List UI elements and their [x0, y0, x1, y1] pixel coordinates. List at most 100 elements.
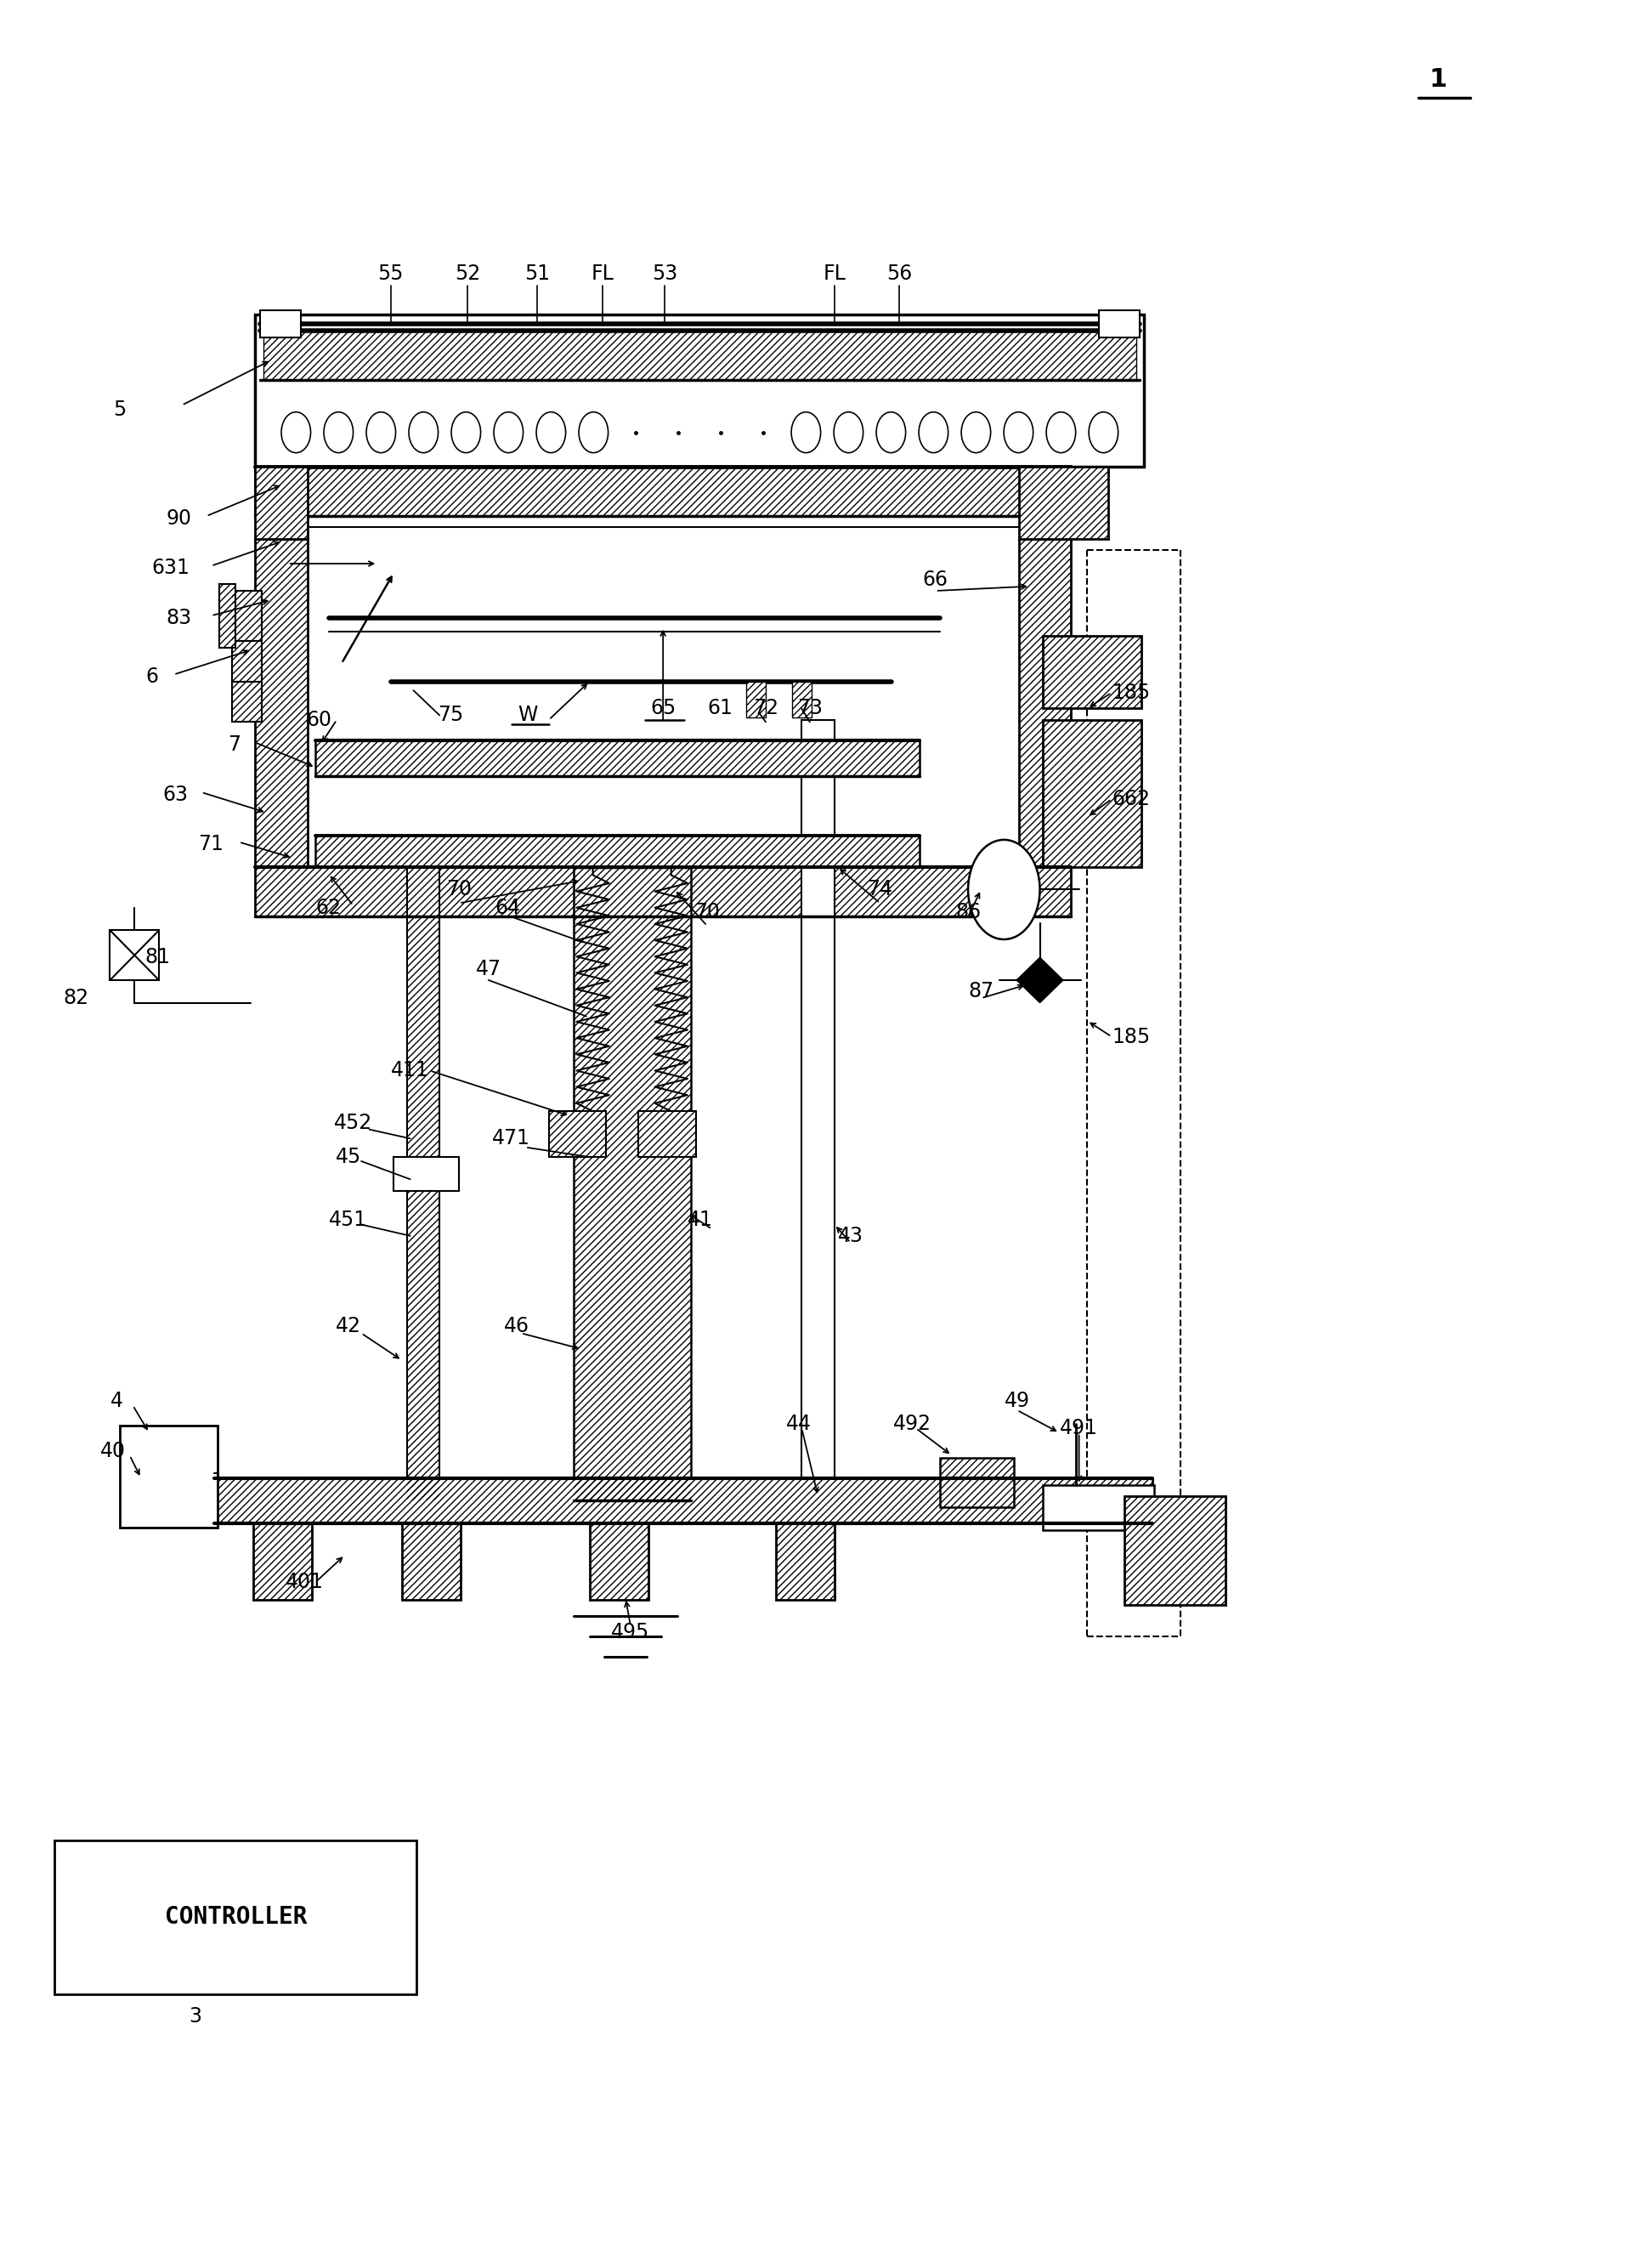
- Text: 60: 60: [306, 710, 332, 730]
- Bar: [941, 1458, 1014, 1508]
- Text: 662: 662: [1112, 789, 1150, 810]
- Bar: [255, 467, 1072, 517]
- Bar: [1044, 719, 1140, 866]
- Bar: [110, 930, 159, 980]
- Bar: [1124, 1497, 1225, 1606]
- Text: CONTROLLER: CONTROLLER: [165, 1905, 308, 1930]
- Bar: [232, 680, 262, 721]
- Bar: [1044, 719, 1140, 866]
- Text: 66: 66: [923, 569, 949, 590]
- Bar: [260, 311, 301, 338]
- Circle shape: [324, 413, 353, 454]
- Bar: [792, 680, 811, 717]
- Bar: [232, 590, 262, 640]
- Text: 41: 41: [687, 1209, 713, 1229]
- Text: 90: 90: [165, 508, 191, 528]
- Text: 411: 411: [391, 1061, 429, 1082]
- Circle shape: [537, 413, 566, 454]
- Circle shape: [579, 413, 609, 454]
- Circle shape: [834, 413, 864, 454]
- Text: 87: 87: [969, 982, 995, 1002]
- Bar: [263, 331, 1135, 381]
- Circle shape: [969, 839, 1040, 939]
- Text: 51: 51: [525, 263, 550, 284]
- Bar: [255, 467, 1072, 517]
- Bar: [255, 540, 308, 866]
- Text: 74: 74: [867, 880, 893, 900]
- Text: 451: 451: [329, 1209, 368, 1229]
- Bar: [119, 1427, 218, 1529]
- Circle shape: [792, 413, 821, 454]
- Text: 185: 185: [1112, 683, 1150, 703]
- Bar: [1124, 1497, 1225, 1606]
- Bar: [254, 1524, 312, 1601]
- Text: 64: 64: [496, 898, 520, 919]
- Bar: [255, 866, 1072, 916]
- Bar: [219, 585, 236, 646]
- Text: 471: 471: [492, 1127, 530, 1148]
- Bar: [219, 585, 236, 646]
- Circle shape: [452, 413, 481, 454]
- Circle shape: [366, 413, 396, 454]
- Text: 86: 86: [955, 903, 982, 923]
- Circle shape: [962, 413, 991, 454]
- Bar: [232, 680, 262, 721]
- Circle shape: [919, 413, 949, 454]
- Circle shape: [281, 413, 311, 454]
- Bar: [263, 331, 1135, 381]
- Bar: [941, 1458, 1014, 1508]
- Bar: [232, 640, 262, 680]
- Text: 40: 40: [100, 1440, 126, 1461]
- Bar: [402, 1524, 461, 1601]
- Bar: [254, 1524, 312, 1601]
- Bar: [1019, 540, 1072, 866]
- Text: 452: 452: [334, 1114, 373, 1134]
- Text: 72: 72: [753, 699, 779, 719]
- Bar: [316, 835, 919, 866]
- Text: 43: 43: [838, 1225, 864, 1245]
- Bar: [316, 739, 919, 776]
- Bar: [1019, 540, 1072, 866]
- Bar: [255, 467, 308, 540]
- Circle shape: [494, 413, 524, 454]
- Text: 52: 52: [455, 263, 479, 284]
- Text: 55: 55: [378, 263, 404, 284]
- Bar: [589, 1524, 648, 1601]
- Text: 65: 65: [649, 699, 676, 719]
- Text: 4: 4: [110, 1390, 123, 1411]
- Text: 63: 63: [162, 785, 188, 805]
- Text: 53: 53: [651, 263, 677, 284]
- Bar: [1044, 1486, 1153, 1531]
- Text: 61: 61: [707, 699, 733, 719]
- Bar: [402, 1524, 461, 1601]
- Bar: [775, 1524, 834, 1601]
- Bar: [255, 467, 308, 540]
- Text: 70: 70: [447, 880, 471, 900]
- Bar: [407, 866, 440, 1501]
- Bar: [394, 1157, 460, 1191]
- Bar: [746, 680, 766, 717]
- Text: 71: 71: [198, 835, 224, 855]
- Circle shape: [1005, 413, 1034, 454]
- Text: 631: 631: [151, 558, 190, 578]
- Text: 492: 492: [893, 1413, 933, 1433]
- Circle shape: [877, 413, 906, 454]
- Text: 81: 81: [144, 948, 170, 968]
- Bar: [573, 866, 690, 1501]
- Text: 185: 185: [1112, 1027, 1150, 1048]
- Text: 47: 47: [476, 959, 501, 980]
- Text: W: W: [517, 705, 538, 726]
- Bar: [214, 1479, 1152, 1524]
- Text: 75: 75: [438, 705, 465, 726]
- Text: FL: FL: [823, 263, 846, 284]
- Text: 1: 1: [1428, 68, 1446, 91]
- Text: 42: 42: [335, 1315, 362, 1336]
- Text: 56: 56: [887, 263, 913, 284]
- Bar: [792, 680, 811, 717]
- Bar: [1099, 311, 1139, 338]
- Bar: [746, 680, 766, 717]
- Circle shape: [1047, 413, 1075, 454]
- Bar: [1019, 467, 1108, 540]
- Polygon shape: [1018, 957, 1063, 1002]
- Bar: [1044, 635, 1140, 708]
